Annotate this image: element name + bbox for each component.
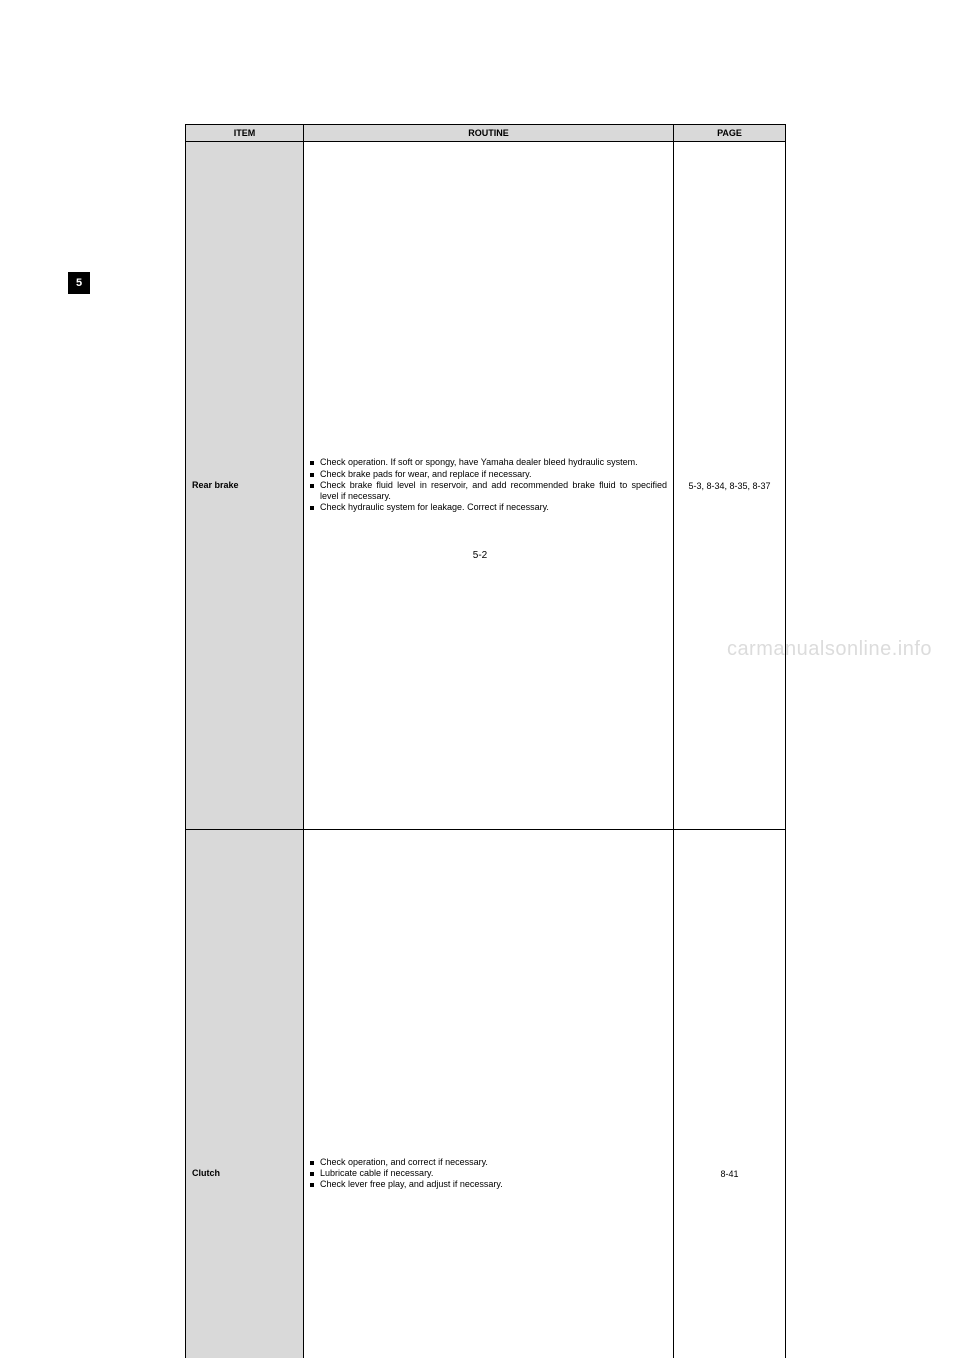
manual-page: 5 ITEM ROUTINE PAGE Rear brakeCheck oper… bbox=[0, 0, 960, 679]
page-cell: 5-3, 8-34, 8-35, 8-37 bbox=[674, 142, 786, 830]
item-cell: Rear brake bbox=[186, 142, 304, 830]
item-cell: Clutch bbox=[186, 830, 304, 1358]
routine-cell: Check operation, and correct if necessar… bbox=[304, 830, 674, 1358]
maintenance-table-wrap: ITEM ROUTINE PAGE Rear brake Check operat… bbox=[185, 124, 785, 1358]
routine-item: Check operation. If soft or spongy, have… bbox=[310, 457, 667, 468]
page-cell: 8-41 bbox=[674, 830, 786, 1358]
section-tab: 5 bbox=[68, 272, 90, 294]
col-header-item: ITEM bbox=[186, 125, 304, 142]
routine-item: Check brake fluid level in reservoir, an… bbox=[310, 480, 667, 503]
routine-item: Lubricate cable if necessary. bbox=[310, 1168, 667, 1179]
table-row: Rear brake Check operation. If soft or sp… bbox=[186, 142, 786, 830]
routine-item: Check lever free play, and adjust if nec… bbox=[310, 1179, 667, 1190]
watermark: carmanualsonline.info bbox=[727, 638, 932, 661]
routine-list: Check operation, and correct if necessar… bbox=[310, 1157, 667, 1191]
table-body: Rear brake Check operation. If soft or sp… bbox=[186, 142, 786, 1358]
page-number: 5-2 bbox=[0, 550, 960, 561]
col-header-page: PAGE bbox=[674, 125, 786, 142]
routine-item: Check hydraulic system for leakage. Corr… bbox=[310, 502, 667, 513]
table-head: ITEM ROUTINE PAGE bbox=[186, 125, 786, 142]
routine-list: Check operation. If soft or spongy, have… bbox=[310, 457, 667, 513]
routine-item: Check brake pads for wear, and replace i… bbox=[310, 469, 667, 480]
routine-item: Check operation, and correct if necessar… bbox=[310, 1157, 667, 1168]
maintenance-table: ITEM ROUTINE PAGE Rear brake Check operat… bbox=[185, 124, 786, 1358]
routine-cell: Check operation. If soft or spongy, have… bbox=[304, 142, 674, 830]
table-row: Clutch Check operation, and correct if ne… bbox=[186, 830, 786, 1358]
table-header-row: ITEM ROUTINE PAGE bbox=[186, 125, 786, 142]
col-header-routine: ROUTINE bbox=[304, 125, 674, 142]
